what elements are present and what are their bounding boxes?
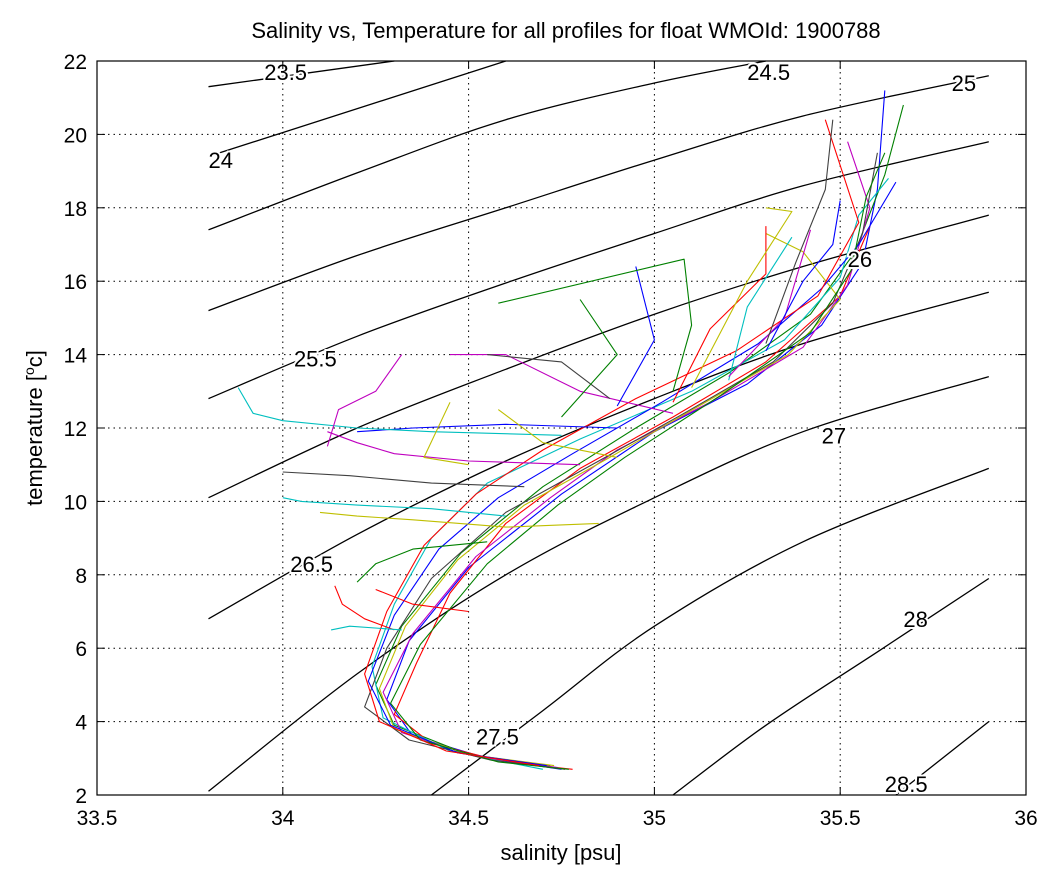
y-tick-label: 8 (75, 565, 87, 588)
isopycnal-line (672, 577, 990, 796)
profile-line (327, 431, 581, 466)
isopycnal-line (208, 214, 989, 499)
isopycnal-labels: 23.5 24 24.5 25 25.5 26 26.5 27 27.5 28 28.5 (206, 58, 978, 799)
x-tick-label: 36 (1014, 807, 1037, 830)
x-tick-label: 35 (643, 807, 666, 830)
profile-line (498, 258, 693, 392)
y-axis-label: temperature [oc] (21, 350, 47, 506)
y-tick-label: 10 (64, 491, 87, 514)
y-tick-label: 2 (75, 785, 87, 808)
isopycnal-label: 28.5 (885, 772, 928, 797)
isopycnal-line (208, 291, 989, 620)
profile-line (319, 511, 599, 528)
isopycnal-line (208, 375, 989, 792)
y-tick-label: 20 (64, 124, 87, 147)
profile-line (672, 226, 767, 403)
profile-line (237, 387, 562, 436)
isopycnal-label: 26.5 (290, 552, 333, 577)
isopycnal-label: 28 (903, 607, 927, 632)
y-tick-label: 4 (75, 712, 87, 735)
profile-line (450, 354, 674, 414)
profile-line (382, 141, 871, 769)
isopycnal-line (431, 467, 990, 796)
x-tick-label: 34.5 (448, 807, 489, 830)
isopycnal-label: 27.5 (476, 724, 519, 749)
profile-line (393, 225, 871, 770)
isopycnal-line (208, 75, 989, 312)
axes-frame (96, 60, 1027, 796)
isopycnal-line (208, 60, 767, 231)
y-tick-label: 12 (64, 418, 87, 441)
profile-line (728, 229, 812, 377)
x-tick-label: 33.5 (77, 807, 118, 830)
profile-line (371, 178, 889, 770)
y-tick-label: 14 (64, 345, 88, 368)
isopycnal-label: 23.5 (264, 60, 307, 85)
x-ticks: 33.5 34 34.5 35 35.5 36 (77, 61, 1038, 830)
y-axis-label-main: temperature [ (22, 375, 47, 506)
y-tick-label: 16 (64, 271, 87, 294)
x-axis-label: salinity [psu] (500, 840, 621, 865)
profile-line (330, 625, 402, 631)
profile-line (691, 207, 793, 388)
profile-lines (237, 90, 904, 770)
isopycnal-line (208, 141, 989, 400)
isopycnal-label: 25.5 (294, 346, 337, 371)
profile-line (364, 152, 878, 770)
profile-line (616, 266, 655, 407)
profile-line (364, 119, 860, 767)
profile-line (497, 409, 618, 458)
profile-line (326, 354, 403, 447)
profile-line (282, 497, 506, 517)
profile-line (423, 402, 469, 466)
profile-line (375, 588, 469, 613)
x-tick-label: 35.5 (820, 807, 861, 830)
profile-line (728, 236, 793, 381)
isopycnal-label: 25 (952, 71, 976, 96)
isopycnal-line (895, 721, 990, 796)
profile-line (356, 541, 488, 583)
chart-title: Salinity vs, Temperature for all profile… (251, 18, 880, 43)
y-tick-label: 18 (64, 198, 87, 221)
y-tick-label: 22 (64, 51, 87, 74)
profile-line (487, 354, 611, 400)
isopycnal-lines (208, 60, 990, 796)
profile-line (765, 119, 834, 344)
grid-lines (97, 61, 1026, 795)
profile-line (561, 299, 618, 418)
profile-line (282, 471, 525, 488)
profile-line (765, 200, 841, 352)
isopycnal-label: 24.5 (747, 60, 790, 85)
isopycnal-line (208, 60, 395, 88)
isopycnal-line (208, 60, 506, 158)
y-axis-label-superscript: o (21, 367, 37, 375)
y-axis-label-end: c] (22, 350, 47, 367)
y-tick-label: 6 (75, 638, 87, 661)
profile-line (334, 585, 395, 631)
x-tick-label: 34 (271, 807, 295, 830)
isopycnal-label: 27 (822, 423, 846, 448)
isopycnal-label: 24 (208, 148, 232, 173)
profile-line (378, 233, 841, 767)
isopycnal-label: 26 (848, 247, 872, 272)
